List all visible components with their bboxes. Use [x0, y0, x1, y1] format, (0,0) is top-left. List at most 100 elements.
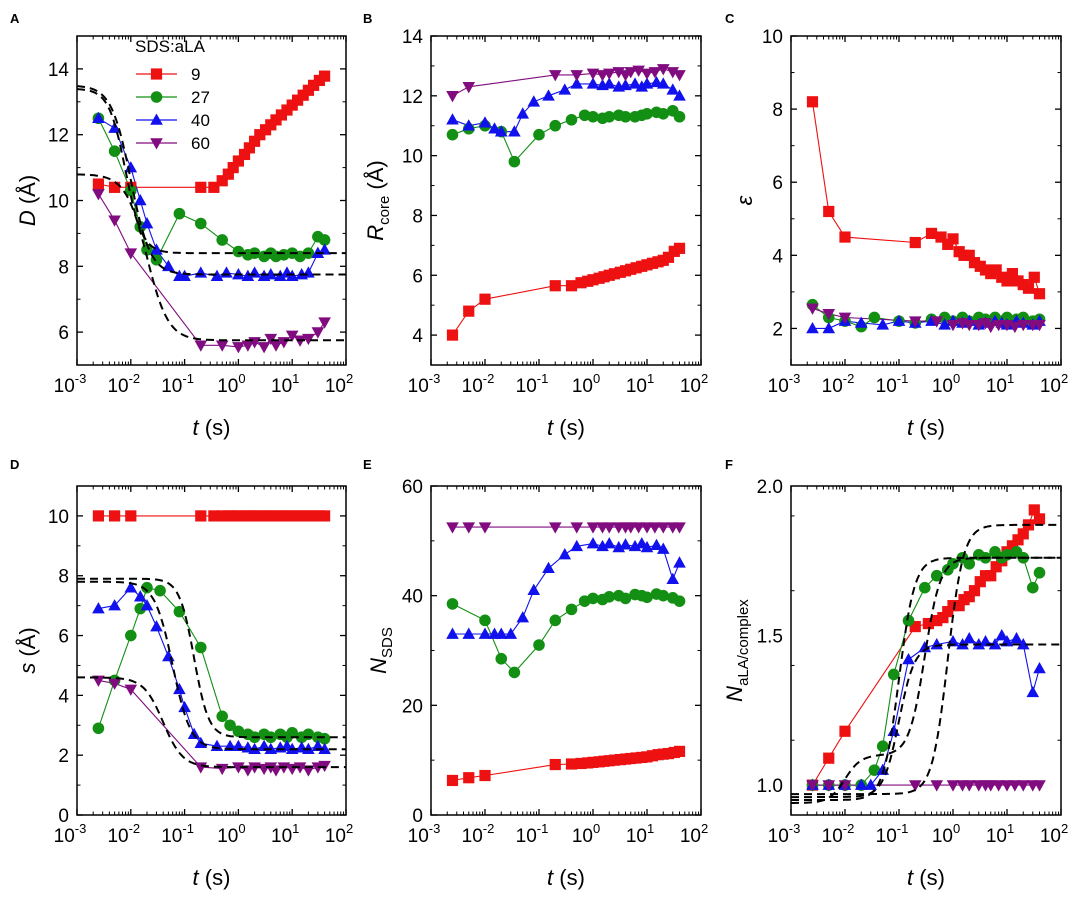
data-point-9 — [935, 231, 947, 243]
data-point-9 — [232, 510, 244, 522]
data-point-60 — [624, 67, 638, 79]
series-line-60 — [97, 193, 326, 348]
data-point-40 — [108, 599, 121, 611]
data-point-60 — [446, 91, 459, 103]
data-point-9 — [216, 175, 228, 187]
data-point-27 — [619, 592, 632, 605]
data-point-40 — [446, 113, 459, 125]
data-point-9 — [1028, 504, 1040, 516]
x-tick-label: 100 — [932, 821, 960, 847]
data-point-9 — [968, 257, 981, 269]
data-point-60 — [586, 68, 600, 80]
data-point-9 — [446, 774, 459, 787]
x-axis-title: t (s) — [907, 865, 945, 890]
data-point-9 — [216, 510, 228, 522]
x-tick-label: 10-2 — [462, 371, 495, 397]
x-axis-title: t (s) — [907, 415, 945, 440]
data-point-60 — [666, 67, 680, 79]
data-point-27 — [963, 557, 976, 570]
data-point-40 — [854, 316, 868, 328]
data-point-60 — [673, 70, 686, 82]
axes-frame — [430, 35, 702, 366]
x-tick-label: 102 — [1040, 821, 1068, 847]
panel-letter: D — [10, 457, 19, 472]
fit-curves — [77, 577, 346, 769]
y-axis-title: ε — [732, 195, 757, 205]
data-point-60 — [930, 316, 944, 328]
y-tick-label: 10 — [762, 27, 783, 48]
data-point-40 — [806, 321, 819, 334]
legend-label: 60 — [191, 134, 210, 153]
y-tick-label: 40 — [402, 587, 423, 608]
data-point-27 — [446, 598, 459, 610]
panel-e: E 10-3 10-2 10-1 100 101 102 0 20 40 60 t (s) NSDS — [363, 457, 708, 890]
data-point-60 — [462, 82, 476, 94]
data-point-40 — [527, 583, 541, 595]
x-tick-label: 10-1 — [876, 371, 909, 397]
plot-area — [791, 504, 1061, 804]
panel-d: D 10-3 10-2 10-1 100 101 102 0 2 4 6 8 10 t (s) s (Å) — [10, 457, 353, 890]
data-point-9 — [1012, 534, 1024, 546]
x-axis-title: t (s) — [547, 415, 585, 440]
data-point-9 — [942, 606, 954, 618]
data-point-60 — [285, 330, 299, 342]
x-tick-label: 10-3 — [54, 371, 87, 397]
data-point-9 — [947, 233, 959, 245]
data-point-60 — [92, 189, 105, 201]
data-point-27 — [533, 639, 545, 651]
data-point-60 — [241, 340, 255, 352]
y-axis-title: Rcore (Å) — [363, 160, 393, 241]
data-point-9 — [463, 772, 475, 784]
fit-curve — [77, 88, 346, 255]
data-point-40 — [462, 119, 476, 131]
x-tick-label: 101 — [986, 371, 1014, 397]
panel-letter: C — [725, 11, 735, 26]
x-tick-label: 10-1 — [516, 821, 549, 847]
data-point-9 — [208, 181, 220, 193]
data-point-60 — [632, 65, 645, 77]
y-tick-label: 4 — [772, 246, 783, 267]
data-point-40 — [570, 539, 584, 552]
data-point-60 — [462, 522, 476, 534]
data-point-60 — [822, 309, 836, 321]
panel-letter: B — [363, 11, 372, 26]
data-point-9 — [839, 725, 851, 737]
x-tick-label: 100 — [217, 371, 245, 397]
y-tick-label: 6 — [412, 266, 423, 287]
y-tick-label: 60 — [402, 477, 423, 498]
x-tick-label: 10-1 — [516, 371, 549, 397]
data-point-40 — [108, 121, 121, 133]
data-point-60 — [984, 780, 998, 792]
data-point-40 — [150, 243, 163, 255]
data-point-60 — [1033, 319, 1046, 332]
data-point-40 — [124, 581, 138, 593]
data-point-9 — [646, 257, 659, 269]
data-point-60 — [992, 780, 1005, 792]
plot-area — [446, 64, 686, 341]
data-point-40 — [542, 89, 555, 101]
data-point-9 — [947, 600, 959, 612]
data-point-60 — [311, 327, 325, 339]
fit-curve — [791, 556, 1061, 804]
data-point-9 — [990, 264, 1002, 276]
y-tick-label: 10 — [48, 507, 69, 528]
data-point-27 — [508, 155, 521, 168]
data-point-60 — [1033, 780, 1046, 792]
data-point-40 — [656, 542, 670, 554]
data-point-60 — [257, 342, 271, 354]
x-tick-label: 101 — [626, 371, 654, 397]
data-point-40 — [640, 77, 654, 89]
data-point-27 — [318, 234, 331, 246]
data-point-60 — [232, 762, 245, 774]
data-point-40 — [930, 638, 944, 650]
data-point-40 — [656, 77, 670, 89]
data-point-60 — [930, 780, 944, 792]
data-point-27 — [125, 629, 137, 642]
y-tick-label: 1.5 — [757, 627, 783, 648]
y-tick-label: 8 — [772, 100, 783, 121]
data-point-40 — [508, 125, 521, 137]
data-point-9 — [673, 745, 686, 757]
data-point-40 — [558, 83, 572, 95]
axes-frame — [430, 485, 702, 816]
data-point-9 — [479, 293, 491, 305]
